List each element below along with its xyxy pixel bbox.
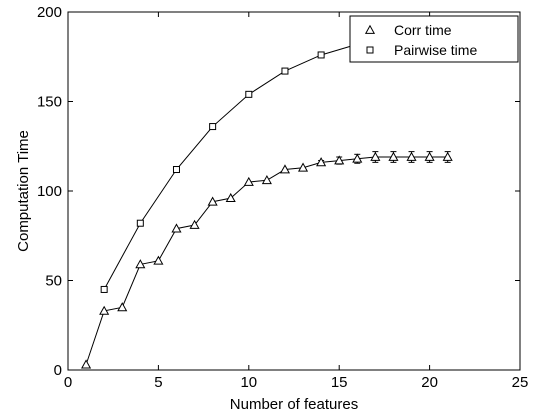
data-point-corr-time	[171, 223, 182, 233]
y-tick-label: 50	[45, 273, 62, 290]
x-axis: 0 5 10 15 20 25	[64, 12, 529, 391]
data-point-corr-time	[243, 176, 254, 186]
data-point-pairwise-time	[136, 219, 144, 227]
data-point-corr-time	[424, 151, 435, 161]
x-tick-label: 20	[421, 374, 438, 391]
data-point-corr-time	[334, 155, 345, 165]
data-point-corr-time	[370, 151, 381, 161]
data-point-corr-time	[225, 192, 236, 203]
x-tick-label: 10	[240, 374, 257, 391]
y-tick-label: 200	[37, 4, 62, 21]
data-point-corr-time	[153, 255, 164, 265]
data-point-pairwise-time	[209, 123, 217, 131]
y-axis: 0 50 100 150 200	[37, 4, 520, 379]
data-point-pairwise-time	[100, 285, 108, 293]
data-point-corr-time	[207, 196, 218, 206]
legend: Corr time Pairwise time	[349, 15, 519, 63]
data-point-corr-time	[316, 157, 327, 167]
x-tick-label: 5	[154, 374, 162, 391]
data-point-corr-time	[81, 359, 92, 369]
x-tick-label: 15	[331, 374, 348, 391]
data-point-corr-time	[189, 219, 200, 229]
data-point-corr-time	[442, 151, 453, 161]
data-point-pairwise-time	[281, 67, 289, 75]
y-tick-label: 0	[54, 362, 62, 379]
y-tick-label: 100	[37, 183, 62, 200]
series-line-pairwise-time	[103, 29, 430, 290]
x-tick-label: 0	[64, 374, 72, 391]
series-layer	[81, 26, 453, 369]
y-tick-label: 150	[37, 94, 62, 111]
data-point-corr-time	[388, 151, 399, 161]
data-point-corr-time	[406, 151, 417, 161]
data-point-corr-time	[99, 305, 110, 315]
series-pairwise-time	[100, 26, 434, 293]
data-point-pairwise-time	[317, 51, 325, 59]
data-point-corr-time	[352, 153, 363, 163]
y-axis-label: Computation Time	[15, 130, 32, 252]
data-point-corr-time	[279, 164, 291, 174]
data-point-corr-time	[117, 302, 128, 312]
legend-marker	[366, 46, 374, 54]
data-point-corr-time	[135, 259, 146, 269]
legend-label: Corr time	[394, 22, 452, 38]
legend-box	[349, 15, 519, 63]
data-point-pairwise-time	[245, 90, 253, 98]
plot-area	[67, 11, 521, 371]
data-point-corr-time	[261, 175, 272, 185]
data-point-pairwise-time	[172, 166, 180, 174]
x-tick-label: 25	[512, 374, 529, 391]
series-corr-time	[81, 151, 453, 369]
legend-marker	[364, 24, 376, 34]
data-point-corr-time	[297, 162, 309, 172]
legend-label: Pairwise time	[394, 42, 477, 58]
x-axis-label: Number of features	[230, 396, 358, 413]
